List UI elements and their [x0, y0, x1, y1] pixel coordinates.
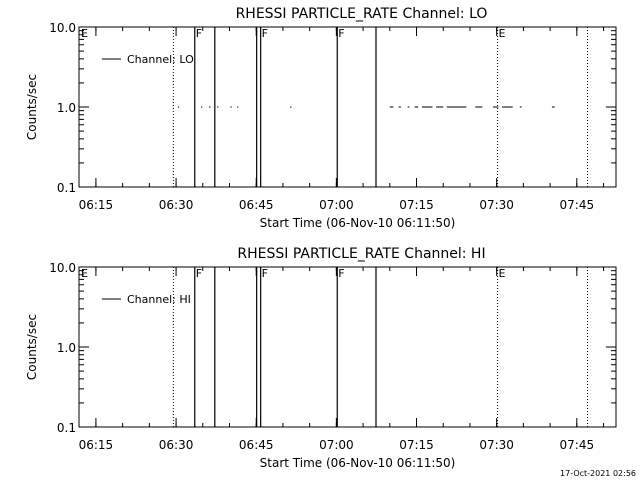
- x-tick-label: 06:30: [159, 438, 194, 452]
- x-tick-label: 06:45: [239, 438, 274, 452]
- y-axis-label: Counts/sec: [25, 314, 39, 380]
- event-flag-label: F: [338, 27, 344, 40]
- plot-frame: [78, 26, 617, 188]
- plot-frame: [78, 266, 617, 428]
- event-flag-label: E: [81, 27, 88, 40]
- chart-panel-hi: RHESSI PARTICLE_RATE Channel: HI Counts/s…: [25, 246, 617, 470]
- chart-title: RHESSI PARTICLE_RATE Channel: LO: [236, 6, 488, 22]
- event-flag-label: F: [262, 267, 268, 280]
- legend-label: Channel: LO: [127, 53, 194, 66]
- x-tick-label: 07:00: [319, 198, 354, 212]
- y-tick-label: 0.1: [57, 421, 76, 435]
- event-flag-label: E: [499, 27, 506, 40]
- x-tick-label: 07:15: [399, 198, 434, 212]
- x-tick-label: 06:15: [79, 438, 114, 452]
- x-tick-label: 07:45: [560, 438, 595, 452]
- x-tick-label: 07:15: [399, 438, 434, 452]
- x-tick-label: 07:00: [319, 438, 354, 452]
- event-flag-label: F: [262, 27, 268, 40]
- x-tick-label: 07:30: [479, 198, 514, 212]
- event-flag-label: E: [81, 267, 88, 280]
- y-tick-label: 10.0: [49, 261, 76, 275]
- chart-panel-lo: RHESSI PARTICLE_RATE Channel: LO Counts/s…: [25, 6, 617, 230]
- y-tick-label: 1.0: [57, 101, 76, 115]
- y-tick-label: 10.0: [49, 21, 76, 35]
- event-flag-label: F: [338, 267, 344, 280]
- y-axis-label: Counts/sec: [25, 74, 39, 140]
- chart-title: RHESSI PARTICLE_RATE Channel: HI: [237, 246, 485, 262]
- x-tick-label: 07:30: [479, 438, 514, 452]
- x-axis-label: Start Time (06-Nov-10 06:11:50): [260, 216, 456, 230]
- x-tick-label: 07:45: [560, 198, 595, 212]
- x-tick-label: 06:15: [79, 198, 114, 212]
- legend-label: Channel: HI: [127, 293, 191, 306]
- y-tick-label: 1.0: [57, 341, 76, 355]
- x-tick-label: 06:45: [239, 198, 274, 212]
- event-flag-label: E: [499, 267, 506, 280]
- x-tick-label: 06:30: [159, 198, 194, 212]
- x-axis-label: Start Time (06-Nov-10 06:11:50): [260, 456, 456, 470]
- event-flag-label: F: [196, 27, 202, 40]
- event-flag-label: F: [196, 267, 202, 280]
- y-tick-label: 0.1: [57, 181, 76, 195]
- plot-timestamp: 17-Oct-2021 02:56: [560, 469, 636, 478]
